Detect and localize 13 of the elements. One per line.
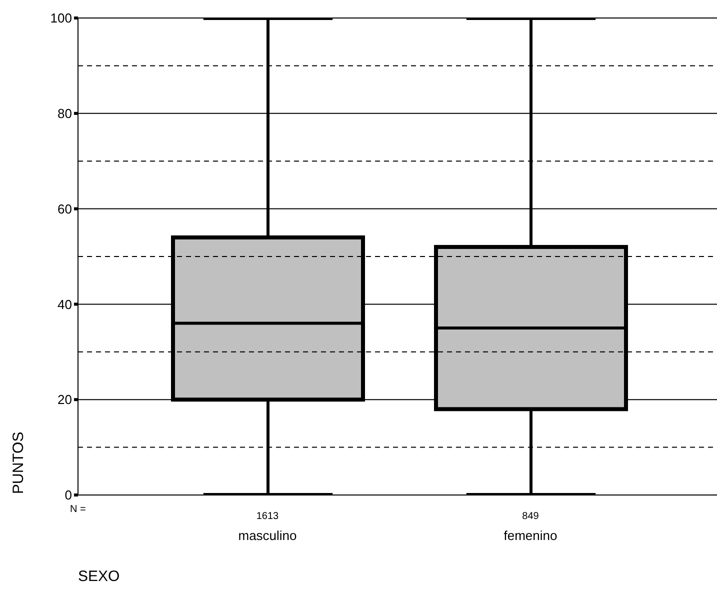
text: 1613 (256, 511, 280, 522)
x-tick-label: masculino (238, 528, 297, 543)
y-tick-label: 60 (58, 201, 72, 216)
y-tick-label: 20 (58, 392, 72, 408)
text: 849 (522, 511, 540, 522)
text: N = (70, 504, 86, 515)
y-tick-label: 100 (50, 10, 72, 26)
y-tick-label: 40 (58, 296, 72, 312)
y-axis-title: PUNTOS (10, 432, 27, 494)
x-tick-label: femenino (504, 528, 558, 543)
y-tick-label: 0 (64, 488, 72, 503)
x-axis-title: SEXO (78, 568, 120, 585)
y-tick-label: 80 (58, 106, 72, 122)
